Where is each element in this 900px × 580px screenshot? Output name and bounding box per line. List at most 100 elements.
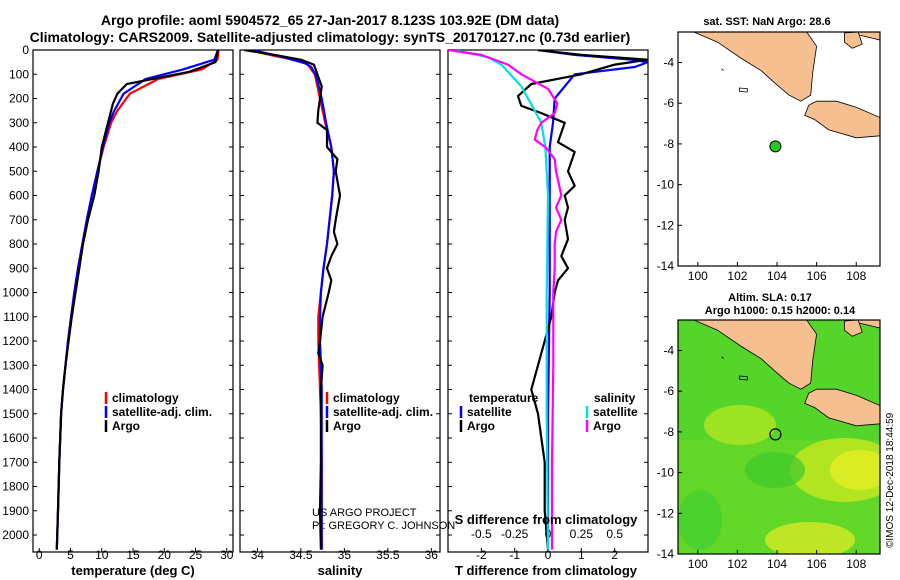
profile-line-temperature-argo — [516, 50, 648, 550]
legend-argo-label: Argo — [112, 419, 140, 433]
latitude-tick-label: -14 — [657, 547, 675, 561]
latitude-tick-label: -6 — [663, 384, 674, 398]
temperature-xlabel: temperature (deg C) — [71, 563, 195, 578]
sumatra-landmass — [678, 32, 818, 102]
temperature-tick-label: 5 — [67, 548, 74, 562]
s-difference-xlabel: S difference from climatology — [455, 512, 639, 527]
temperature-tick-label: 0 — [36, 548, 43, 562]
depth-tick-label: 1400 — [2, 383, 29, 397]
depth-tick-label: 700 — [9, 213, 29, 227]
depth-tick-label: 1300 — [2, 358, 29, 372]
legend-salinity-title: salinity — [594, 391, 636, 405]
longitude-tick-label: 104 — [767, 557, 787, 571]
salinity-panel — [239, 49, 441, 553]
difference-xlabel: T difference from climatology — [455, 563, 638, 578]
profile-line-climatology — [55, 50, 220, 550]
latitude-tick-label: -4 — [663, 56, 674, 70]
s-difference-tick-label: -0.25 — [501, 527, 529, 541]
profile-line-salinity-argo — [448, 50, 563, 550]
latitude-tick-label: -14 — [657, 259, 675, 273]
islets — [721, 68, 724, 71]
depth-tick-label: 800 — [9, 237, 29, 251]
legend-satellite-label: satellite-adj. clim. — [112, 405, 212, 419]
chart-title-line1: Argo profile: aoml 5904572_65 27-Jan-201… — [100, 12, 560, 28]
sst-map-frame — [677, 31, 881, 267]
sla-low-anomaly — [678, 490, 722, 550]
borneo-landmass — [846, 320, 880, 329]
s-difference-tick-label: 0.25 — [570, 527, 594, 541]
depth-tick-label: 0 — [22, 43, 29, 57]
sla-map-title-line1: Altim. SLA: 0.17 — [728, 292, 812, 304]
java-landmass — [804, 100, 880, 139]
difference-tick-label: -1 — [509, 548, 520, 562]
depth-tick-label: 1500 — [2, 407, 29, 421]
temperature-tick-label: 25 — [189, 548, 203, 562]
latitude-tick-label: -10 — [657, 466, 675, 480]
difference-tick-label: 1 — [578, 548, 585, 562]
legend-t-argo-label: Argo — [467, 419, 495, 433]
depth-tick-label: 1700 — [2, 455, 29, 469]
float-location-marker — [769, 428, 782, 441]
longitude-tick-label: 102 — [727, 557, 747, 571]
difference-tick-label: -2 — [476, 548, 487, 562]
depth-tick-label: 900 — [9, 261, 29, 275]
legend-satellite-label: satellite-adj. clim. — [333, 405, 433, 419]
depth-tick-label: 200 — [9, 92, 29, 106]
longitude-tick-label: 104 — [767, 269, 787, 283]
latitude-tick-label: -4 — [663, 344, 674, 358]
depth-tick-label: 300 — [9, 116, 29, 130]
salinity-legend: climatology satellite-adj. clim. Argo — [325, 391, 433, 433]
latitude-tick-label: -8 — [663, 137, 674, 151]
enggano-island — [739, 375, 748, 381]
depth-tick-label: 1600 — [2, 431, 29, 445]
latitude-tick-label: -12 — [657, 506, 675, 520]
profile-line-argo — [55, 50, 220, 550]
s-difference-tick-label: 0.5 — [606, 527, 623, 541]
sla-map — [678, 320, 880, 554]
legend-temperature-title: temperature — [469, 391, 539, 405]
latitude-tick-label: -6 — [663, 96, 674, 110]
salinity-tick-label: 35.5 — [376, 548, 400, 562]
salinity-tick-label: 34 — [251, 548, 265, 562]
difference-tick-label: 0 — [545, 548, 552, 562]
temperature-tick-label: 20 — [158, 548, 172, 562]
longitude-tick-label: 108 — [846, 557, 866, 571]
enggano-island — [739, 87, 748, 93]
salinity-xlabel: salinity — [318, 563, 364, 578]
temperature-tick-label: 10 — [95, 548, 109, 562]
longitude-tick-label: 102 — [727, 269, 747, 283]
sla-peak-anomaly — [830, 450, 880, 490]
depth-tick-label: 1100 — [3, 310, 29, 324]
difference-legend: temperature satellite Argo salinity sate… — [459, 391, 638, 433]
longitude-tick-label: 100 — [688, 557, 708, 571]
temperature-panel — [32, 49, 234, 553]
imos-credit: ©IMOS 12-Dec-2018 18:44:59 — [885, 412, 896, 548]
latitude-tick-label: -8 — [663, 425, 674, 439]
profile-line-salinity-satellite — [454, 50, 550, 550]
chart-title-line2: Climatology: CARS2009. Satellite-adjuste… — [29, 29, 631, 45]
sumatra-landmass — [678, 320, 818, 390]
legend-s-satellite-label: satellite — [593, 405, 638, 419]
longitude-tick-label: 108 — [846, 269, 866, 283]
project-credit: US ARGO PROJECT — [312, 507, 417, 519]
depth-tick-label: 400 — [9, 140, 29, 154]
legend-climatology-label: climatology — [333, 391, 400, 405]
depth-tick-label: 600 — [9, 189, 29, 203]
longitude-tick-label: 106 — [807, 269, 827, 283]
longitude-tick-label: 106 — [807, 557, 827, 571]
depth-tick-label: 100 — [9, 67, 29, 81]
legend-argo-label: Argo — [333, 419, 361, 433]
sla-map-title-line2: Argo h1000: 0.15 h2000: 0.14 — [705, 305, 856, 317]
longitude-tick-label: 100 — [688, 269, 708, 283]
profile-line-satellite-adj-clim- — [55, 50, 220, 550]
sla-anomaly-west — [704, 405, 776, 445]
temperature-tick-label: 30 — [220, 548, 234, 562]
latitude-tick-label: -12 — [657, 218, 675, 232]
depth-tick-label: 1000 — [2, 286, 29, 300]
legend-s-argo-label: Argo — [593, 419, 621, 433]
float-location-marker — [769, 140, 782, 153]
salinity-tick-label: 36 — [425, 548, 439, 562]
depth-tick-label: 2000 — [2, 528, 29, 542]
s-difference-tick-label: -0.5 — [471, 527, 492, 541]
